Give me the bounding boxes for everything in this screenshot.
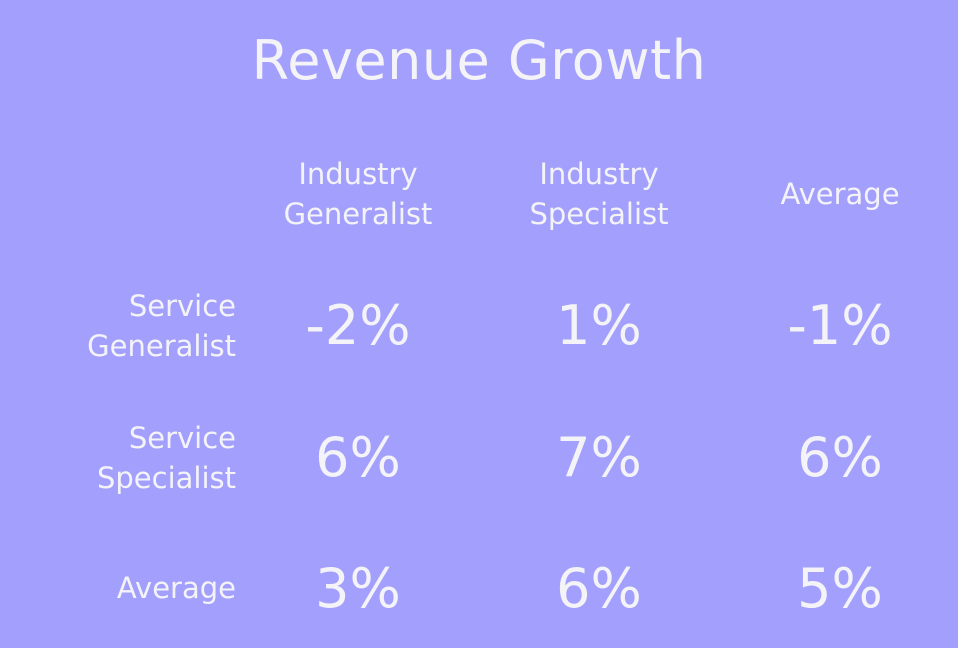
cell-average-average: 5%: [797, 557, 883, 620]
cell-service-specialist-industry-specialist: 7%: [556, 426, 642, 489]
cell-service-specialist-average: 6%: [797, 426, 883, 489]
row-header-service-generalist: Service Generalist: [87, 289, 236, 363]
cell-average-industry-specialist: 6%: [556, 557, 642, 620]
cell-service-generalist-average: -1%: [787, 294, 893, 357]
column-header-average: Average: [780, 177, 900, 211]
chart-title: Revenue Growth: [251, 29, 707, 92]
cell-service-specialist-industry-generalist: 6%: [315, 426, 401, 489]
row-header-average: Average: [116, 571, 236, 605]
cell-service-generalist-industry-specialist: 1%: [556, 294, 642, 357]
column-header-industry-specialist: Industry Specialist: [529, 157, 669, 231]
column-header-industry-generalist: Industry Generalist: [283, 157, 433, 231]
row-header-service-specialist: Service Specialist: [96, 421, 236, 495]
cell-service-generalist-industry-generalist: -2%: [305, 294, 411, 357]
cell-average-industry-generalist: 3%: [315, 557, 401, 620]
